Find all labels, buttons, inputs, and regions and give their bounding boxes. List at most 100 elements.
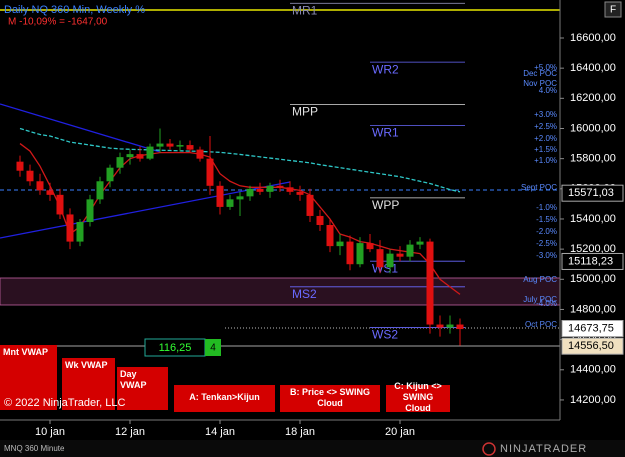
y-tick-label: 14800,00 (570, 303, 616, 315)
percent-label: 4.0% (539, 86, 557, 95)
ms2-band (0, 277, 561, 306)
candle-body (356, 243, 364, 265)
candle-body (56, 194, 64, 215)
candle-body (266, 185, 274, 192)
price-marker-label: 15571,03 (568, 187, 614, 199)
logo: NINJATRADER (500, 443, 587, 455)
indicator-button[interactable]: B: Price <> SWING Cloud (280, 385, 380, 412)
percent-label: +5.0% (534, 63, 557, 72)
counter: 116,25 (159, 342, 192, 354)
candle-body (16, 161, 24, 171)
percent-label: Sept POC (521, 183, 557, 192)
candle-body (66, 214, 74, 242)
percent-label: -1.0% (536, 203, 557, 212)
price-marker (561, 319, 624, 337)
menu-button[interactable] (604, 1, 622, 18)
candle-body (156, 143, 164, 147)
candle-body (396, 253, 404, 257)
percent-label: +2.5% (534, 122, 557, 131)
candle-body (386, 253, 394, 268)
candle-body (46, 190, 54, 195)
candle-body (106, 167, 114, 182)
x-tick-label: 10 jan (35, 426, 65, 438)
indicator-button[interactable]: A: Tenkan>Kijun (174, 385, 275, 412)
percent-label: +3.0% (534, 110, 557, 119)
pivot-label: WR2 (372, 62, 399, 76)
candle-body (276, 185, 284, 188)
candle-body (426, 241, 434, 325)
x-tick-label: 18 jan (285, 426, 315, 438)
y-tick-label: 15800,00 (570, 153, 616, 165)
candle-body (456, 324, 464, 330)
candle-body (86, 199, 94, 222)
y-tick-label: 16400,00 (570, 62, 616, 74)
indicator-button[interactable]: C: Kijun <> SWING Cloud (386, 381, 450, 413)
indicator-button[interactable]: Wk VWAP (62, 358, 115, 410)
indicator-button[interactable]: Mnt VWAP (0, 345, 57, 410)
chart-title: Daily NQ 360 Min, Weekly % (4, 4, 145, 16)
candle-body (306, 194, 314, 216)
percent-label: Dec POC (523, 69, 557, 78)
candle-body (406, 244, 414, 257)
x-tick-label: 20 jan (385, 426, 415, 438)
candle-body (416, 241, 424, 245)
candle-body (296, 191, 304, 195)
trendline (0, 181, 291, 239)
x-tick-label: 14 jan (205, 426, 235, 438)
candle-body (186, 145, 194, 150)
percent-label: -2.0% (536, 227, 557, 236)
footer (0, 440, 625, 457)
candle-body (36, 181, 44, 191)
price-marker (561, 337, 624, 355)
percent-label: Nov POC (523, 79, 557, 88)
candle-body (126, 154, 134, 158)
candle-body (236, 196, 244, 200)
pivot-label: MS2 (292, 287, 317, 301)
percent-label: Aug POC (523, 275, 557, 284)
candle-body (76, 221, 84, 242)
candle-body (316, 215, 324, 226)
percent-label: -2.5% (536, 239, 557, 248)
pivot-label: MPP (292, 105, 318, 119)
candle-body (136, 154, 144, 159)
pivot-label: MR1 (292, 3, 318, 17)
candle-body (366, 243, 374, 250)
candle-body (96, 181, 104, 200)
candle-body (166, 143, 174, 147)
y-tick-label: 15000,00 (570, 273, 616, 285)
candle-body (326, 225, 334, 247)
pivot-label: WR1 (372, 126, 399, 140)
percent-label: +1.0% (534, 156, 557, 165)
y-tick-label: 16600,00 (570, 32, 616, 44)
candle-body (206, 158, 214, 186)
candle-body (226, 199, 234, 207)
pivot-label: WS1 (372, 261, 398, 275)
candle-body (376, 249, 384, 268)
y-tick-label: 15200,00 (570, 243, 616, 255)
pivot-label: WS2 (372, 328, 398, 342)
price-marker (561, 252, 624, 270)
candle-body (26, 170, 34, 182)
percent-label: Oct POC (525, 320, 557, 329)
indicator-button[interactable]: Day VWAP (117, 367, 168, 410)
y-tick-label: 16200,00 (570, 92, 616, 104)
candle-body (146, 146, 154, 159)
candle-body (346, 241, 354, 265)
pivot-label: WPP (372, 198, 399, 212)
price-marker-label: 15118,23 (568, 255, 613, 267)
price-marker-label: 14556,50 (568, 340, 614, 352)
candle-body (286, 187, 294, 192)
trendline (0, 103, 161, 153)
logo-icon (482, 442, 496, 456)
counter-badge-box (205, 339, 221, 356)
indicator-line (19, 127, 461, 193)
menu-button-label[interactable]: F (610, 5, 616, 16)
candle-body (116, 157, 124, 168)
candle-body (246, 188, 254, 197)
y-tick-label: 15400,00 (570, 213, 616, 225)
percent-label: +1.5% (534, 145, 557, 154)
percent-label: -3.0% (536, 251, 557, 260)
candle-body (216, 185, 224, 207)
percent-label: -4.0% (536, 299, 557, 308)
